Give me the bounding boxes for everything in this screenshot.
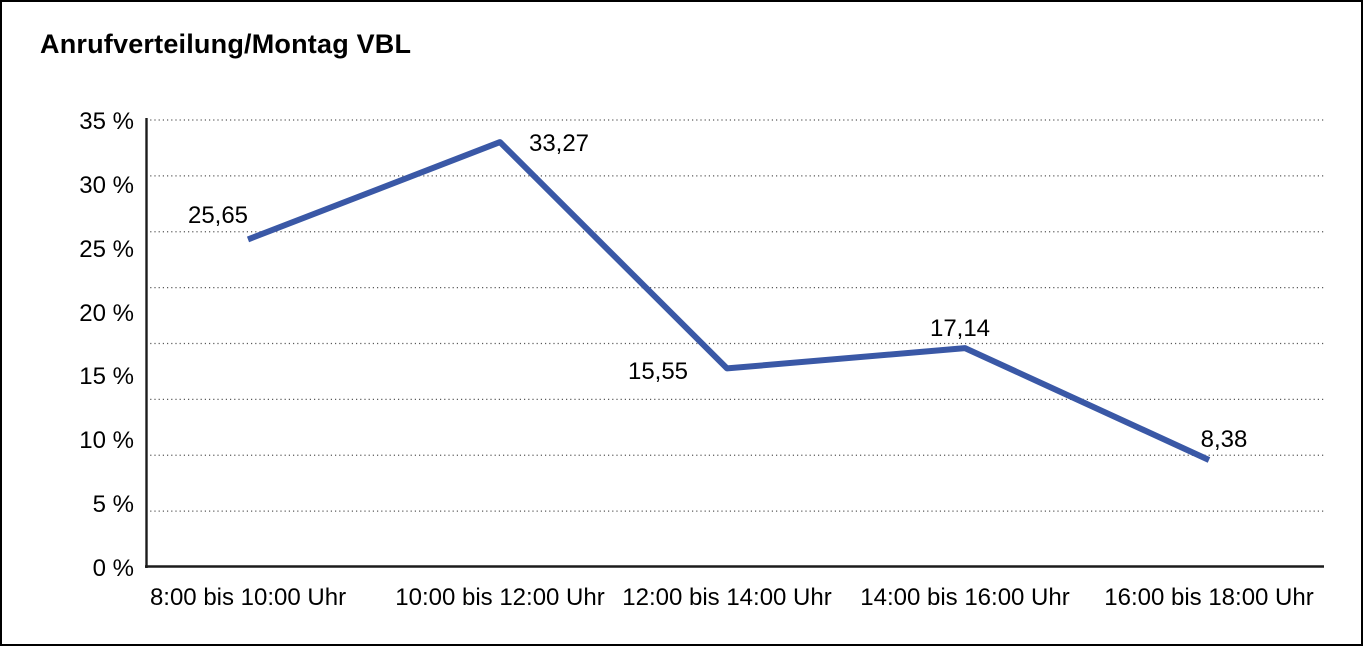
data-point-value-label: 8,38 (1200, 426, 1248, 453)
data-point-value-label: 17,14 (929, 315, 991, 342)
y-tick-label: 30 % (79, 172, 134, 199)
chart-title: Anrufverteilung/Montag VBL (40, 29, 412, 59)
x-category-label: 16:00 bis 18:00 Uhr (1104, 584, 1314, 611)
x-category-label: 8:00 bis 10:00 Uhr (149, 584, 347, 611)
y-tick-label: 15 % (79, 363, 134, 390)
y-tick-label: 20 % (79, 300, 134, 327)
y-tick-label: 5 % (92, 491, 134, 518)
data-point-value-label: 33,27 (528, 130, 590, 157)
axes (145, 118, 1324, 568)
x-category-label: 14:00 bis 16:00 Uhr (860, 584, 1070, 611)
data-line (246, 139, 1211, 463)
data-series (246, 139, 1211, 463)
data-point-value-label: 25,65 (187, 202, 249, 229)
x-category-label: 12:00 bis 14:00 Uhr (622, 584, 832, 611)
data-point-value-label: 15,55 (627, 358, 689, 385)
y-tick-label: 0 % (92, 555, 134, 582)
y-tick-label: 35 % (79, 108, 134, 135)
y-tick-label: 25 % (79, 236, 134, 263)
gridlines (146, 119, 1324, 512)
x-category-label: 10:00 bis 12:00 Uhr (395, 584, 605, 611)
y-tick-label: 10 % (79, 427, 134, 454)
